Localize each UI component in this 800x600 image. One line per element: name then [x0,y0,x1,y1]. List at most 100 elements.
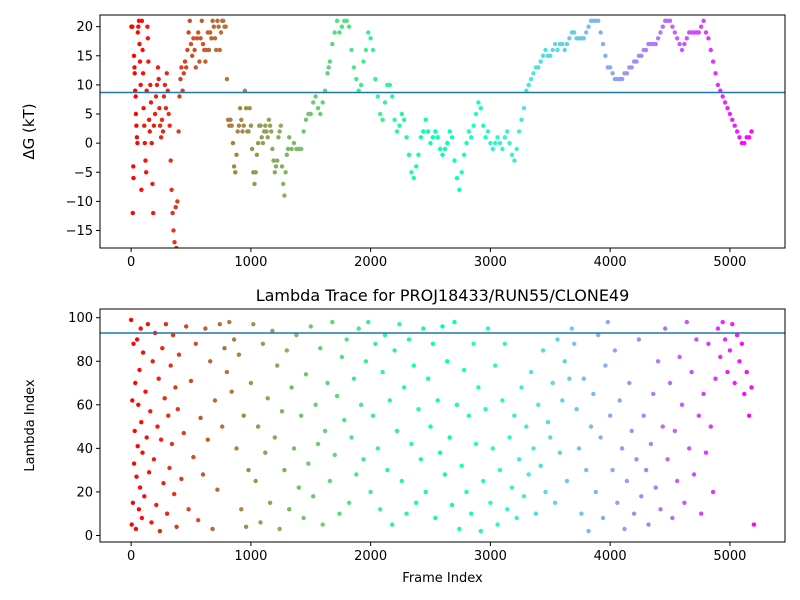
data-point [718,354,723,360]
data-point [253,478,258,484]
data-point [428,140,433,146]
data-point [167,123,172,128]
data-point [382,100,388,105]
data-point [275,158,280,163]
y-tick-label: 5 [85,108,93,123]
data-point [205,437,210,442]
data-point [509,485,515,490]
data-point [137,59,143,64]
data-point [258,520,263,525]
data-point [139,187,144,192]
data-point [404,511,409,516]
data-point [294,332,299,338]
data-point [227,319,232,325]
data-point [684,319,689,325]
data-point [452,319,457,325]
data-point [605,319,610,325]
data-point [320,100,325,105]
data-point [203,326,208,331]
data-point [196,518,201,523]
data-point [708,424,713,429]
data-point [283,170,288,175]
data-point [418,457,424,462]
data-point [703,450,709,455]
data-point [241,123,246,128]
data-point [148,409,153,414]
data-point [164,511,170,516]
lambda-x-ticks: 0 1000 2000 3000 4000 5000 [127,542,746,564]
data-point [449,502,455,508]
y-tick-label: 100 [68,311,93,326]
data-point [478,528,483,534]
data-point [318,111,323,117]
data-point [421,129,426,134]
data-point [330,319,335,325]
data-point [380,369,385,375]
data-point [212,36,218,41]
data-point [221,18,226,23]
data-point [521,494,527,499]
data-point [564,41,570,47]
y-tick-label: −10 [66,195,93,210]
data-point [425,129,431,134]
data-point [442,472,448,477]
data-point [598,30,603,35]
data-point [667,18,673,23]
data-point [162,82,168,88]
data-point [224,369,230,375]
data-point [132,428,137,434]
data-point [215,18,220,23]
data-point [368,489,373,495]
data-point [138,82,143,88]
data-point [148,82,153,88]
data-point [406,337,412,342]
data-point [485,129,491,134]
data-point [229,123,234,128]
data-point [150,359,155,364]
data-point [175,199,180,204]
data-point [133,380,138,386]
data-point [269,129,274,134]
data-point [313,94,318,99]
data-point [154,82,160,88]
data-point [737,135,742,140]
data-point [560,398,565,403]
data-point [198,36,203,41]
data-point [392,117,397,123]
data-point [694,337,699,342]
data-point [253,170,258,175]
data-point [339,24,345,29]
data-point [418,135,424,140]
data-point [425,376,431,381]
data-point [239,117,244,123]
data-point [445,359,450,364]
data-point [143,158,148,163]
y-tick-label: 60 [76,398,93,413]
data-point [560,41,565,47]
data-point [276,135,281,140]
data-point [469,511,474,516]
data-point [211,24,216,29]
data-point [130,24,135,29]
data-point [598,435,603,440]
data-point [130,210,135,216]
data-point [358,82,364,88]
data-point [186,30,191,35]
data-point [586,528,591,534]
x-tick-label: 2000 [354,549,387,564]
data-point [528,369,534,375]
lambda-x-axis-label: Frame Index [402,571,483,586]
y-tick-label: 0 [85,137,93,152]
data-point [433,129,438,134]
data-point [356,326,361,331]
data-point [567,36,572,41]
data-point [179,65,184,70]
data-point [387,398,392,403]
data-point [629,65,634,70]
data-point [168,363,173,368]
data-point [591,391,596,397]
data-point [212,398,218,403]
data-point [255,140,261,146]
x-tick-label: 1000 [234,549,267,564]
data-point [473,441,479,447]
